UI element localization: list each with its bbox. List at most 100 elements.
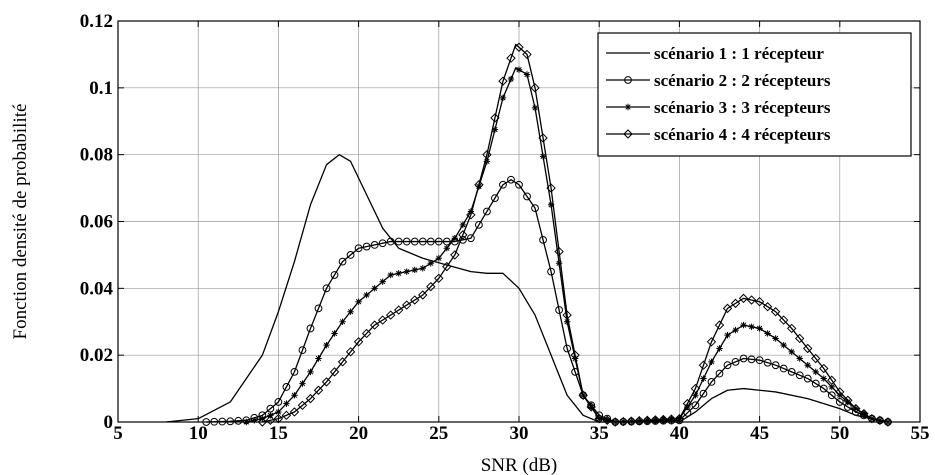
diamond-marker (674, 413, 685, 424)
circle-marker (507, 175, 515, 184)
diamond-marker (875, 415, 885, 426)
diamond-marker (722, 303, 733, 314)
diamond-marker (442, 261, 452, 272)
star-marker (491, 126, 499, 133)
series-line (166, 154, 889, 423)
diamond-marker (770, 307, 781, 317)
circle-marker (779, 364, 788, 373)
star-marker (499, 94, 507, 102)
star-marker (251, 417, 258, 424)
circle-marker (731, 357, 740, 366)
diamond-marker (265, 415, 276, 426)
star-marker (547, 201, 555, 208)
circle-marker (266, 404, 275, 413)
circle-marker (330, 271, 339, 279)
diamond-marker (819, 363, 829, 374)
circle-marker (499, 180, 507, 189)
circle-marker (483, 207, 491, 216)
circle-marker (418, 237, 427, 246)
diamond-marker (738, 293, 749, 304)
x-tick-label: 20 (349, 423, 368, 444)
circle-marker (723, 361, 732, 370)
x-tick-label: 5 (113, 423, 123, 444)
plot-frame (117, 20, 921, 423)
circle-marker (555, 306, 563, 314)
diamond-marker (321, 377, 332, 387)
circle-marker (539, 235, 547, 244)
diamond-marker (658, 414, 669, 425)
diamond-marker (746, 295, 757, 305)
diamond-marker (506, 53, 516, 63)
circle-marker (739, 354, 748, 363)
diamond-marker (426, 281, 436, 292)
diamond-marker (650, 415, 661, 425)
star-marker (443, 245, 451, 252)
diamond-marker (827, 375, 837, 385)
star-marker (267, 412, 274, 419)
circle-marker (274, 398, 283, 406)
circle-marker (234, 416, 243, 425)
circle-marker (314, 304, 323, 313)
diamond-marker (642, 415, 653, 426)
y-axis-label: Fonction densité de probabilité (10, 104, 31, 340)
star-marker (427, 260, 434, 267)
circle-marker (386, 237, 395, 246)
diamond-marker (859, 408, 869, 419)
star-marker (315, 355, 322, 362)
circle-marker (362, 242, 371, 251)
star-marker (403, 268, 410, 275)
diamond-marker (666, 414, 677, 424)
star-marker (363, 291, 370, 299)
diamond-marker (385, 310, 396, 320)
x-tick-label: 40 (670, 423, 689, 444)
x-tick-label: 15 (269, 423, 288, 444)
circle-marker (787, 367, 796, 376)
circle-marker (290, 367, 299, 376)
circle-marker (434, 237, 443, 246)
circle-marker (523, 192, 531, 201)
x-tick-label: 35 (590, 423, 609, 444)
y-tick-label: 0.08 (80, 145, 113, 166)
legend-box (597, 32, 912, 157)
star-marker (796, 355, 803, 362)
circle-marker (747, 355, 756, 364)
diamond-marker (377, 315, 388, 325)
diamond-marker (522, 49, 532, 60)
star-marker (355, 298, 362, 305)
diamond-marker (586, 402, 596, 412)
diamond-marker (482, 149, 492, 160)
diamond-marker (393, 305, 404, 315)
diamond-marker (626, 416, 636, 426)
diamond-marker (794, 333, 805, 344)
star-marker (347, 308, 354, 315)
circle-marker (338, 257, 347, 266)
circle-marker (691, 401, 700, 410)
circle-marker (426, 237, 435, 246)
star-marker (748, 323, 755, 330)
diamond-marker (623, 129, 633, 139)
diamond-marker (682, 398, 693, 409)
diamond-marker (778, 315, 789, 325)
star-marker (331, 330, 338, 337)
circle-marker (811, 379, 820, 388)
diamond-marker (843, 395, 853, 405)
circle-marker (442, 237, 451, 246)
diamond-marker (458, 230, 468, 240)
circle-marker (394, 237, 403, 246)
diamond-marker (594, 413, 604, 424)
diamond-marker (786, 323, 797, 334)
diamond-marker (281, 410, 292, 421)
diamond-marker (361, 328, 372, 339)
circle-marker (699, 389, 708, 398)
y-axis-ticks: 0 0.02 0.04 0.06 0.08 0.1 0.12 (80, 11, 920, 433)
circle-marker (515, 180, 523, 189)
star-marker (339, 318, 346, 325)
diamond-marker (474, 180, 484, 190)
circle-marker (346, 251, 355, 259)
star-marker (411, 266, 418, 274)
diamond-marker (690, 383, 701, 394)
diamond-marker (610, 417, 620, 427)
circle-marker (771, 361, 780, 370)
diamond-marker (337, 357, 348, 367)
diamond-marker (602, 415, 612, 426)
